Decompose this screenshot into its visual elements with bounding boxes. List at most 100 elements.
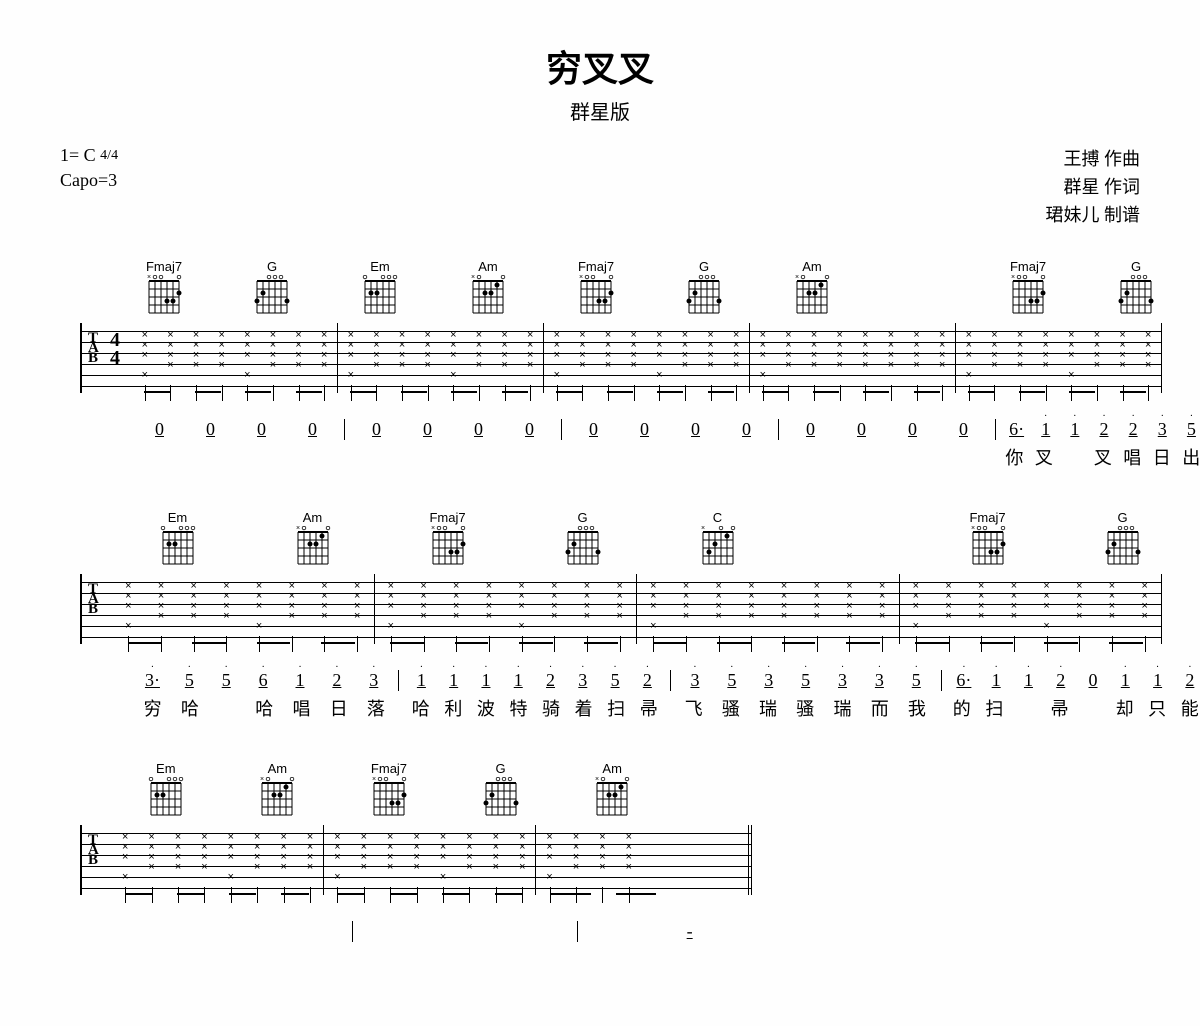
lyric-char [618, 444, 670, 470]
jianpu-note: ·6· [948, 670, 980, 691]
jianpu-row: - [130, 921, 800, 942]
chord-name: G [577, 510, 587, 524]
chord-diagram: Am× [758, 259, 866, 319]
jianpu-note: ·2 [1119, 419, 1148, 440]
lyric-char: 唱 [1118, 444, 1147, 470]
strum-mark: ×××× [630, 331, 637, 371]
beat: ×××× [158, 323, 184, 393]
chord-diagram: G [650, 259, 758, 319]
strum-mark: ×××× [811, 331, 818, 371]
beat: ×××× [415, 323, 441, 393]
strum-mark: ×××× [270, 331, 277, 371]
strum-mark: ×××× [546, 833, 553, 883]
beat [721, 825, 747, 895]
lyric-char [938, 444, 990, 470]
measure: ×××××××××××××××××××××××××××××××× [324, 825, 536, 895]
beat: ×××× [430, 825, 456, 895]
beat: ×××× [800, 574, 833, 644]
beat: ×××× [177, 574, 210, 644]
strum-mark: ×××× [913, 582, 920, 632]
lyric-char [722, 444, 774, 470]
lyric-char: 瑞 [824, 695, 861, 721]
strum-mark: ×××× [991, 331, 998, 371]
beat: ×××× [377, 825, 403, 895]
beat: ×××× [440, 574, 473, 644]
strum-mark: ×××× [939, 331, 946, 371]
strum-mark: ×××× [1094, 331, 1101, 371]
lyric-char: 叉 [1088, 444, 1117, 470]
beat: ×××× [702, 574, 735, 644]
strum-mark: ×××× [599, 833, 606, 873]
beat: ×××× [243, 574, 276, 644]
jianpu-note: ·1 [1109, 670, 1141, 691]
lyric-char: 骑 [535, 695, 568, 721]
beat: ×××× [866, 574, 899, 644]
beat: ×××× [571, 574, 604, 644]
lyric-char: 日 [1147, 444, 1176, 470]
beat: ×××× [570, 323, 596, 393]
chord-name: G [496, 761, 506, 775]
measure: ×××××××××××××××××××××××××××××××× [375, 574, 638, 644]
beat: ×××× [270, 825, 296, 895]
strum-mark: ×××× [228, 833, 235, 883]
chord-name: C [713, 510, 722, 524]
chord-diagram: G [445, 761, 557, 821]
strum-mark: ×××× [321, 331, 328, 371]
credit-line: 珺妹儿 制谱 [1046, 201, 1141, 227]
beat: ×××× [768, 574, 801, 644]
jianpu-note: 0 [1077, 670, 1109, 691]
svg-text:×: × [795, 275, 799, 281]
lyric-char [567, 444, 619, 470]
beat [695, 825, 721, 895]
strum-mark: ×××× [616, 582, 623, 622]
beat: ×××× [466, 323, 492, 393]
strum-mark: ×××× [348, 331, 355, 381]
chord-diagram: Fmaj7× [333, 761, 445, 821]
strum-mark: ×××× [256, 582, 263, 632]
beat: ×××× [341, 574, 374, 644]
beat: ×××× [735, 574, 768, 644]
beat: ×××× [904, 323, 930, 393]
measure: ×××××××××××××××××××××××××××××××× [900, 574, 1163, 644]
beat [668, 825, 694, 895]
chord-name: G [699, 259, 709, 273]
strum-mark: ×××× [420, 582, 427, 622]
ts-bot: 4 [111, 148, 118, 163]
strum-mark: ×××× [813, 582, 820, 622]
lyric-char [289, 444, 341, 470]
lyric-char: 骚 [712, 695, 749, 721]
lyric-char: 能 [1173, 695, 1200, 721]
strum-mark: ×××× [190, 582, 197, 622]
strum-mark: ×××× [715, 582, 722, 622]
strum-mark: ×××× [387, 833, 394, 873]
beat: ×××× [389, 323, 415, 393]
jianpu-note: ·2 [631, 670, 663, 691]
beat: ×××× [244, 825, 270, 895]
strum-mark: ×××× [650, 582, 657, 632]
beat: ×××× [191, 825, 217, 895]
jianpu-note: 0 [287, 419, 338, 440]
jianpu-note: 6· [1002, 419, 1031, 440]
beat: ×××× [801, 323, 827, 393]
beat: ×××× [403, 825, 429, 895]
beat: ×××× [603, 574, 636, 644]
beat: ×××× [998, 574, 1031, 644]
beat: ×××× [505, 574, 538, 644]
lyric-char: 哈 [405, 695, 438, 721]
jianpu-note: ·5 [208, 670, 245, 691]
strum-mark: ×××× [518, 582, 525, 632]
strum-mark: ×××× [1068, 331, 1075, 381]
strum-mark: ×××× [888, 331, 895, 371]
strum-mark: ×××× [493, 833, 500, 873]
strum-mark: ×××× [388, 582, 395, 632]
lyric-char: 日 [320, 695, 357, 721]
lyric-char: 扫 [600, 695, 633, 721]
jianpu-row: 00000000000000006··1·1·2·2·3·5 [130, 419, 1200, 440]
strum-mark: ×××× [836, 331, 843, 371]
jianpu-note: 0 [185, 419, 236, 440]
beat: ×××× [112, 574, 145, 644]
beat: ×××× [210, 574, 243, 644]
beat: ×××× [235, 323, 261, 393]
strum-mark: ×××× [879, 582, 886, 622]
beat: ×××× [1030, 574, 1063, 644]
